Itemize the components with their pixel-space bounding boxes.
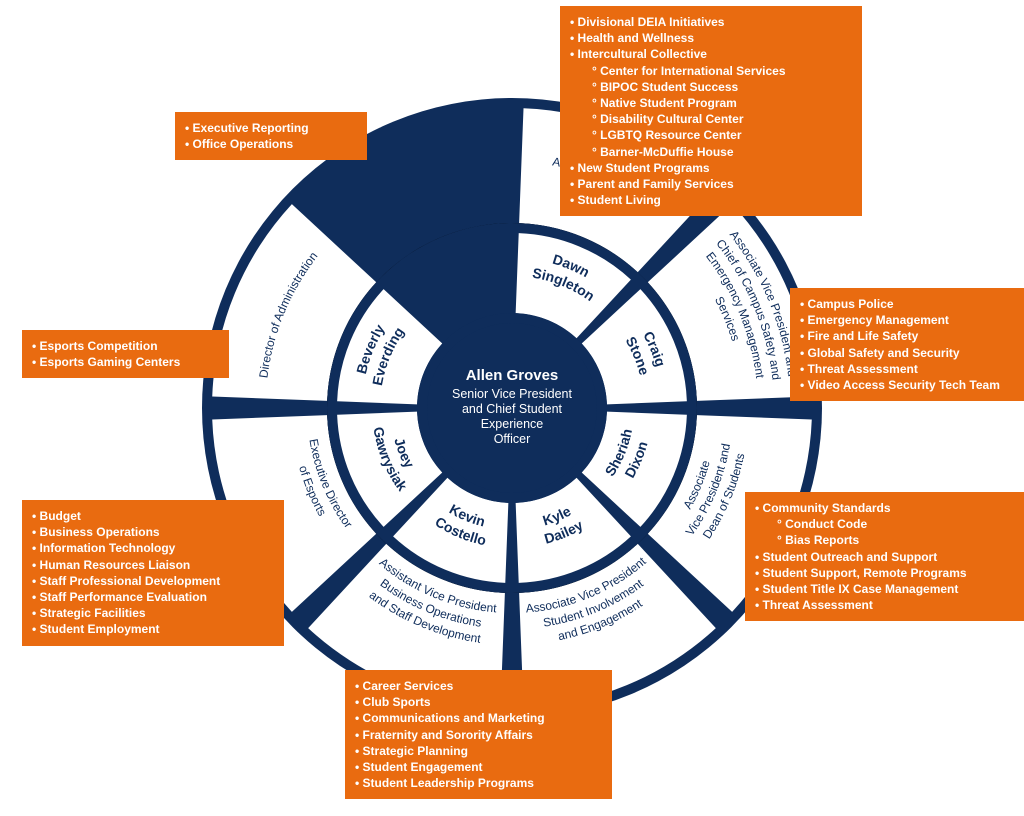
callout-item: Club Sports: [355, 694, 600, 710]
callout-item: Bias Reports: [755, 532, 1024, 548]
callout-gawrysiak: Esports CompetitionEsports Gaming Center…: [22, 330, 229, 378]
callout-item: Human Resources Liaison: [32, 557, 272, 573]
callout-item: Office Operations: [185, 136, 355, 152]
callout-item: Student Title IX Case Management: [755, 581, 1024, 597]
callout-item: Emergency Management: [800, 312, 1024, 328]
callout-item: Student Outreach and Support: [755, 549, 1024, 565]
callout-item: Conduct Code: [755, 516, 1024, 532]
center-name: Allen Groves: [466, 367, 559, 384]
callout-item: Barner-McDuffie House: [570, 144, 850, 160]
center-title: Officer: [494, 432, 531, 446]
callout-singleton: Divisional DEIA InitiativesHealth and We…: [560, 6, 862, 216]
callout-item: BIPOC Student Success: [570, 79, 850, 95]
callout-item: Parent and Family Services: [570, 176, 850, 192]
callout-item: Staff Professional Development: [32, 573, 272, 589]
callout-item: Budget: [32, 508, 272, 524]
center-title: Experience: [481, 417, 544, 431]
callout-item: Fire and Life Safety: [800, 328, 1024, 344]
callout-item: Student Engagement: [355, 759, 600, 775]
callout-item: Esports Competition: [32, 338, 217, 354]
callout-item: New Student Programs: [570, 160, 850, 176]
callout-item: Student Employment: [32, 621, 272, 637]
callout-item: Global Safety and Security: [800, 345, 1024, 361]
callout-item: Strategic Facilities: [32, 605, 272, 621]
callout-item: Career Services: [355, 678, 600, 694]
callout-item: Divisional DEIA Initiatives: [570, 14, 850, 30]
callout-item: Student Support, Remote Programs: [755, 565, 1024, 581]
callout-item: Campus Police: [800, 296, 1024, 312]
callout-item: Information Technology: [32, 540, 272, 556]
callout-item: Disability Cultural Center: [570, 111, 850, 127]
callout-item: Native Student Program: [570, 95, 850, 111]
callout-item: Communications and Marketing: [355, 710, 600, 726]
callout-item: LGBTQ Resource Center: [570, 127, 850, 143]
callout-everding: Executive ReportingOffice Operations: [175, 112, 367, 160]
callout-item: Threat Assessment: [755, 597, 1024, 613]
center-title: and Chief Student: [462, 402, 563, 416]
callout-dixon: Community StandardsConduct CodeBias Repo…: [745, 492, 1024, 621]
callout-item: Esports Gaming Centers: [32, 354, 217, 370]
callout-stone: Campus PoliceEmergency ManagementFire an…: [790, 288, 1024, 401]
callout-costello: BudgetBusiness OperationsInformation Tec…: [22, 500, 284, 646]
callout-item: Student Leadership Programs: [355, 775, 600, 791]
callout-item: Executive Reporting: [185, 120, 355, 136]
callout-item: Intercultural Collective: [570, 46, 850, 62]
callout-dailey: Career ServicesClub SportsCommunications…: [345, 670, 612, 799]
callout-item: Video Access Security Tech Team: [800, 377, 1024, 393]
center-title: Senior Vice President: [452, 387, 573, 401]
callout-item: Fraternity and Sorority Affairs: [355, 727, 600, 743]
callout-item: Business Operations: [32, 524, 272, 540]
callout-item: Threat Assessment: [800, 361, 1024, 377]
callout-item: Center for International Services: [570, 63, 850, 79]
callout-item: Student Living: [570, 192, 850, 208]
callout-item: Health and Wellness: [570, 30, 850, 46]
callout-item: Community Standards: [755, 500, 1024, 516]
callout-item: Staff Performance Evaluation: [32, 589, 272, 605]
callout-item: Strategic Planning: [355, 743, 600, 759]
